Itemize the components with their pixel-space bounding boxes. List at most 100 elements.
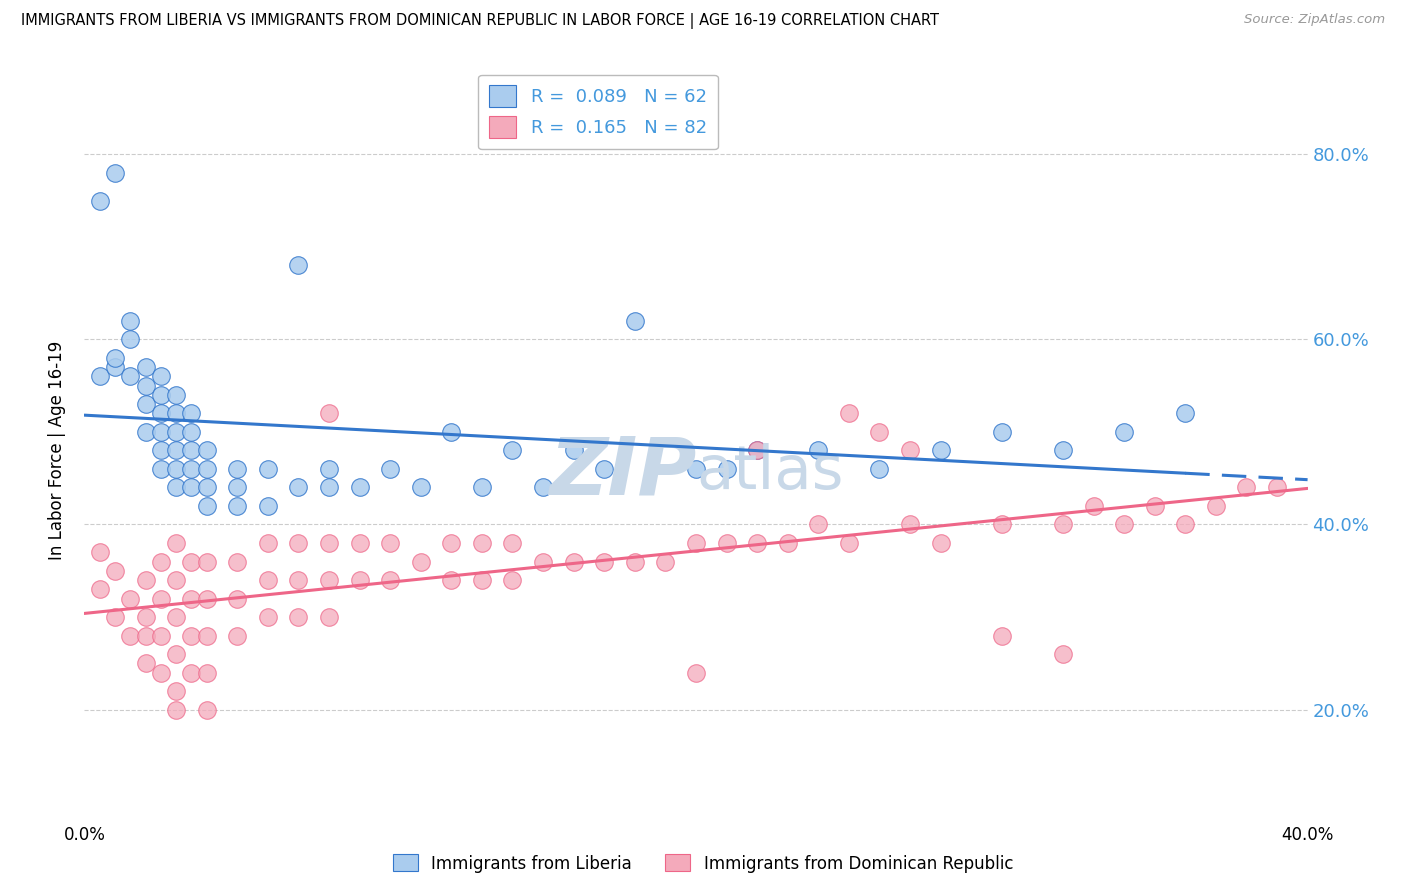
Point (195, 703, 218, 717)
Point (318, 610, 340, 624)
Point (257, 499, 280, 513)
Point (195, 480, 218, 494)
Point (471, 573, 494, 587)
Point (135, 610, 157, 624)
Point (380, 573, 402, 587)
Point (318, 462, 340, 476)
Point (89, 582, 111, 597)
Point (807, 517, 830, 532)
Point (257, 573, 280, 587)
Point (991, 517, 1014, 532)
Point (135, 628, 157, 642)
Point (226, 462, 249, 476)
Point (180, 555, 202, 569)
Point (165, 388, 187, 402)
Point (149, 628, 172, 642)
Text: Source: ZipAtlas.com: Source: ZipAtlas.com (1244, 13, 1385, 27)
Point (195, 591, 218, 606)
Point (180, 628, 202, 642)
Point (624, 314, 647, 328)
Point (226, 480, 249, 494)
Point (471, 536, 494, 550)
Point (180, 443, 202, 458)
Point (165, 536, 187, 550)
Point (226, 555, 249, 569)
Point (502, 536, 524, 550)
Y-axis label: In Labor Force | Age 16-19: In Labor Force | Age 16-19 (48, 341, 66, 560)
Point (104, 610, 127, 624)
Point (104, 360, 127, 375)
Point (165, 684, 187, 698)
Point (318, 407, 340, 421)
Point (349, 536, 371, 550)
Point (149, 369, 172, 384)
Point (776, 536, 799, 550)
Point (165, 610, 187, 624)
Point (685, 462, 707, 476)
Point (104, 166, 127, 180)
Point (195, 665, 218, 680)
Point (287, 536, 309, 550)
Point (624, 555, 647, 569)
Point (349, 573, 371, 587)
Point (716, 462, 738, 476)
Point (380, 462, 402, 476)
Point (593, 462, 616, 476)
Point (165, 425, 187, 439)
Point (195, 555, 218, 569)
Point (531, 480, 554, 494)
Point (898, 443, 921, 458)
Point (562, 555, 585, 569)
Point (409, 480, 432, 494)
Point (869, 462, 891, 476)
Point (165, 407, 187, 421)
Point (165, 462, 187, 476)
Point (1265, 480, 1288, 494)
Point (991, 425, 1014, 439)
Point (165, 443, 187, 458)
Point (89, 369, 111, 384)
Point (1052, 647, 1074, 661)
Point (502, 573, 524, 587)
Point (180, 591, 202, 606)
Point (1114, 425, 1136, 439)
Point (1143, 499, 1166, 513)
Point (165, 480, 187, 494)
Text: atlas: atlas (696, 443, 844, 502)
Point (440, 536, 463, 550)
Point (898, 517, 921, 532)
Point (685, 536, 707, 550)
Point (226, 628, 249, 642)
Point (135, 573, 157, 587)
Point (149, 388, 172, 402)
Point (1083, 499, 1105, 513)
Point (89, 194, 111, 208)
Point (1205, 499, 1227, 513)
Point (409, 555, 432, 569)
Point (838, 536, 860, 550)
Point (135, 657, 157, 671)
Point (195, 628, 218, 642)
Point (135, 425, 157, 439)
Point (180, 480, 202, 494)
Legend: R =  0.089   N = 62, R =  0.165   N = 82: R = 0.089 N = 62, R = 0.165 N = 82 (478, 75, 718, 149)
Point (195, 499, 218, 513)
Point (135, 378, 157, 392)
Point (502, 443, 524, 458)
Point (654, 555, 676, 569)
Point (89, 545, 111, 559)
Point (440, 425, 463, 439)
Point (1114, 517, 1136, 532)
Point (257, 536, 280, 550)
Point (135, 360, 157, 375)
Legend: Immigrants from Liberia, Immigrants from Dominican Republic: Immigrants from Liberia, Immigrants from… (387, 847, 1019, 880)
Point (593, 555, 616, 569)
Point (120, 628, 142, 642)
Point (349, 480, 371, 494)
Point (287, 480, 309, 494)
Point (180, 407, 202, 421)
Point (747, 443, 769, 458)
Point (165, 703, 187, 717)
Point (149, 591, 172, 606)
Point (380, 536, 402, 550)
